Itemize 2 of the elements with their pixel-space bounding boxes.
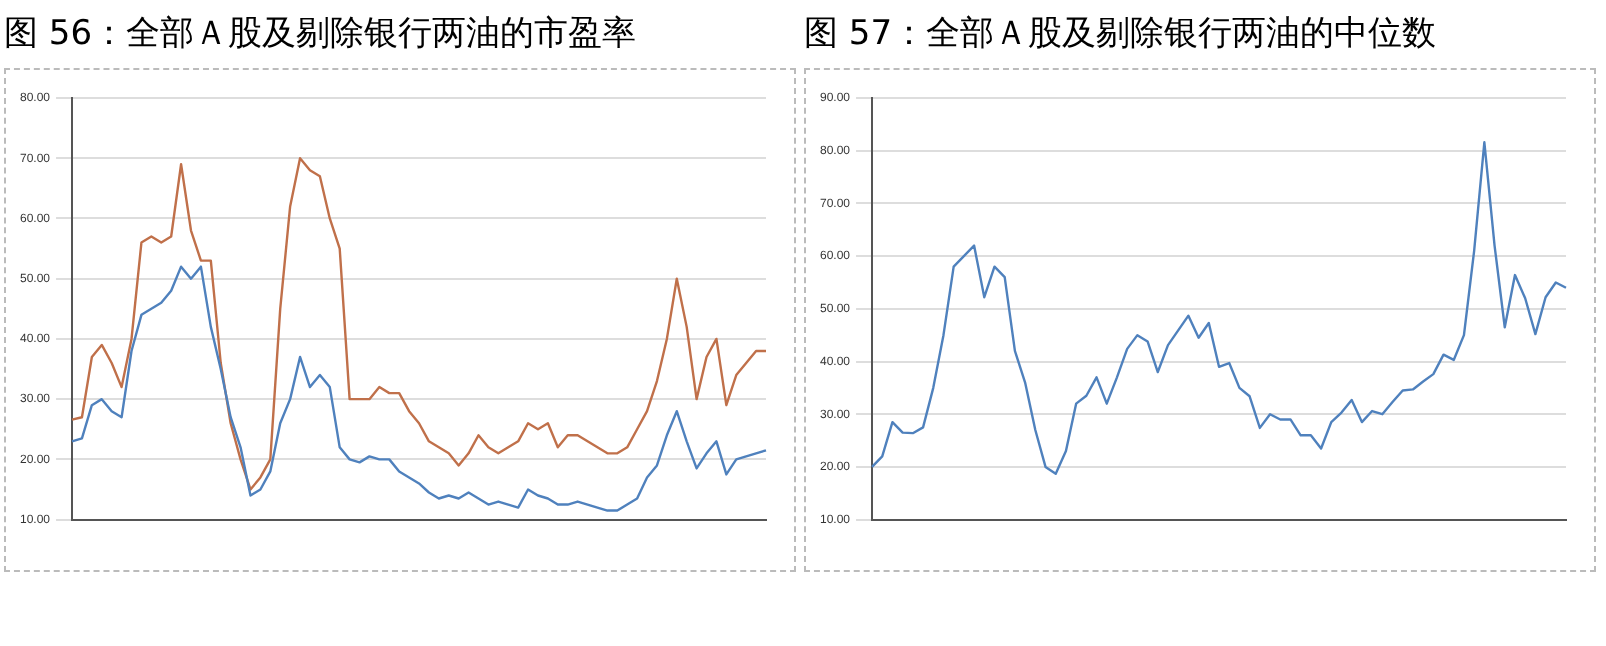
chart-title: 图 56：全部Ａ股及剔除银行两油的市盈率 [4,12,639,58]
chart-title: 图 57：全部Ａ股及剔除银行两油的中位数 [804,12,1439,58]
